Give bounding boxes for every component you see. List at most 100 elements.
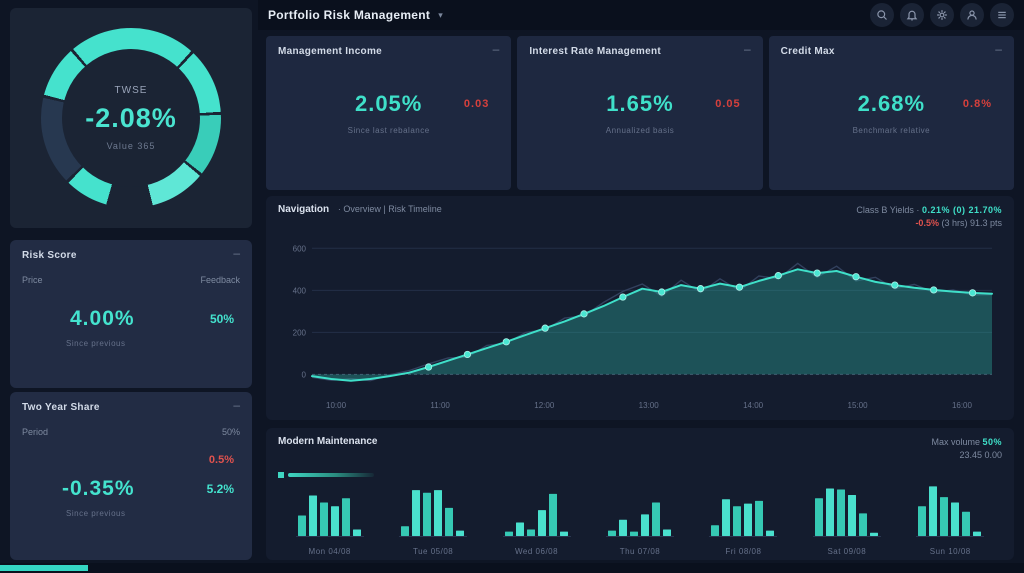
search-icon[interactable]: [870, 3, 894, 27]
svg-text:0: 0: [302, 370, 307, 379]
x-tick-label: 10:00: [326, 401, 347, 410]
stat-caption: Benchmark relative: [852, 126, 931, 135]
panel-title: Navigation: [278, 204, 330, 215]
side-value: 50%: [209, 312, 234, 326]
meta-sub: 23.45 0.00: [959, 450, 1002, 460]
topbar-icons: [870, 3, 1014, 27]
timeline-chart: 600 400 200 0: [293, 244, 993, 382]
side-value: 5.2%: [206, 482, 234, 496]
collapse-button[interactable]: –: [233, 398, 240, 412]
bar-group-6: Sun 10/08: [916, 480, 985, 556]
stat-delta: 0.05: [715, 98, 741, 110]
user-icon[interactable]: [960, 3, 984, 27]
stat-cards-row: Management Income – 2.05% Since last rebala…: [266, 36, 1014, 190]
volume-legend-bar: [278, 472, 1002, 478]
meta-value: 50%: [982, 437, 1002, 447]
bar-chart: [812, 488, 881, 537]
chevron-down-icon[interactable]: ▾: [438, 9, 443, 20]
x-tick-label: 11:00: [430, 401, 450, 410]
stat-card-1: Interest Rate Management – 1.65% Annualized…: [517, 36, 763, 190]
bar-chart: [916, 486, 985, 537]
gauge-sublabel: Value 365: [106, 141, 156, 151]
stat-delta: 0.8%: [962, 98, 992, 110]
stat-value: 2.68%: [857, 91, 926, 116]
main-value: -0.35%: [62, 477, 135, 500]
x-tick-label: 13:00: [638, 401, 659, 410]
stat-value: 1.65%: [606, 91, 674, 116]
x-tick-label: 12:00: [534, 401, 555, 410]
risk-score-card: Risk Score – Price Feedback 4.00% 50% Si…: [10, 240, 252, 388]
bar-group-label: Tue 05/08: [413, 547, 454, 556]
svg-text:200: 200: [293, 328, 307, 337]
bar-chart: [295, 495, 364, 537]
bar-group-label: Sun 10/08: [929, 547, 971, 556]
main-value: 4.00%: [70, 307, 135, 330]
bell-icon[interactable]: [900, 3, 924, 27]
value-caption: Since previous: [66, 339, 126, 348]
stat-card-title: Management Income: [278, 46, 383, 57]
card-title: Risk Score: [22, 250, 77, 261]
legend-dot-icon: [278, 472, 284, 478]
bar-chart: [399, 490, 468, 537]
meta-value: 0.21% (0) 21.70%: [921, 205, 1002, 215]
bar-groups: Mon 04/08 Tue 05/08 Wed 06/08 Thu 07/08 Fri …: [278, 480, 1002, 556]
panel-title: Modern Maintenance: [278, 436, 378, 447]
x-tick-label: 14:00: [743, 401, 764, 410]
collapse-button[interactable]: –: [233, 246, 240, 260]
bar-group-label: Wed 06/08: [515, 547, 559, 556]
card-title: Two Year Share: [22, 402, 100, 413]
bar-chart: [709, 499, 778, 537]
bar-group-label: Sat 09/08: [827, 547, 867, 556]
label-right: 50%: [221, 427, 240, 437]
gauge-value: -2.08%: [85, 103, 177, 133]
bar-group-1: Tue 05/08: [399, 480, 468, 556]
gear-icon[interactable]: [930, 3, 954, 27]
bar-group-label: Mon 04/08: [308, 547, 351, 556]
label-right: Feedback: [200, 275, 240, 285]
stat-card-2: Credit Max – 2.68% Benchmark relative 0.8%: [768, 36, 1014, 190]
x-axis-labels: 10:00 11:00 12:00 13:00 14:00 15:00 16:00: [278, 399, 1002, 410]
legend-gradient-line: [288, 473, 374, 477]
gauge-label: TWSE: [114, 85, 148, 96]
bar-chart: [605, 502, 674, 537]
bar-group-label: Thu 07/08: [619, 547, 661, 556]
collapse-button[interactable]: –: [743, 42, 751, 56]
footer-strip: [0, 563, 1024, 573]
share-card: Two Year Share – Period 50% 0.5% -0.35% …: [10, 392, 252, 560]
menu-icon[interactable]: [990, 3, 1014, 27]
bar-group-2: Wed 06/08: [502, 480, 571, 556]
bar-group-label: Fri 08/08: [725, 547, 762, 556]
label-left: Period: [22, 427, 49, 437]
page-title: Portfolio Risk Management: [268, 8, 431, 22]
red-delta: 0.5%: [208, 454, 234, 466]
collapse-button[interactable]: –: [492, 42, 500, 56]
x-tick-label: 16:00: [951, 401, 972, 410]
gauge-card: TWSE -2.08% Value 365: [10, 8, 252, 228]
bottom-accent: [0, 565, 88, 571]
bar-group-5: Sat 09/08: [812, 480, 881, 556]
svg-text:600: 600: [293, 244, 307, 253]
top-bar: Portfolio Risk Management ▾: [258, 0, 1024, 30]
meta-label: Max volume: [931, 437, 980, 447]
stat-delta: 0.03: [463, 98, 490, 110]
volume-panel: Modern Maintenance Max volume 50% 23.45 …: [266, 428, 1014, 560]
meta-label: Class B Yields ·: [856, 205, 920, 215]
bar-chart: [502, 493, 571, 537]
bar-group-0: Mon 04/08: [295, 480, 364, 556]
stat-caption: Annualized basis: [605, 126, 675, 135]
risk-gauge: TWSE -2.08% Value 365: [41, 28, 221, 208]
svg-text:400: 400: [293, 286, 307, 295]
timeline-panel: Navigation · Overview | Risk Timeline Cl…: [266, 196, 1014, 420]
value-caption: Since previous: [66, 509, 126, 518]
collapse-button[interactable]: –: [995, 42, 1002, 56]
stat-value: 2.05%: [354, 91, 423, 116]
x-tick-label: 15:00: [847, 401, 868, 410]
bar-group-3: Thu 07/08: [605, 480, 674, 556]
panel-subtitle: · Overview | Risk Timeline: [337, 204, 442, 214]
stat-caption: Since last rebalance: [347, 126, 430, 135]
bar-group-4: Fri 08/08: [709, 480, 778, 556]
stat-card-title: Credit Max: [780, 46, 835, 57]
stat-card-title: Interest Rate Management: [529, 46, 662, 57]
stat-card-0: Management Income – 2.05% Since last rebala…: [266, 36, 512, 190]
meta-delta-note: (3 hrs) 91.3 pts: [941, 218, 1002, 228]
